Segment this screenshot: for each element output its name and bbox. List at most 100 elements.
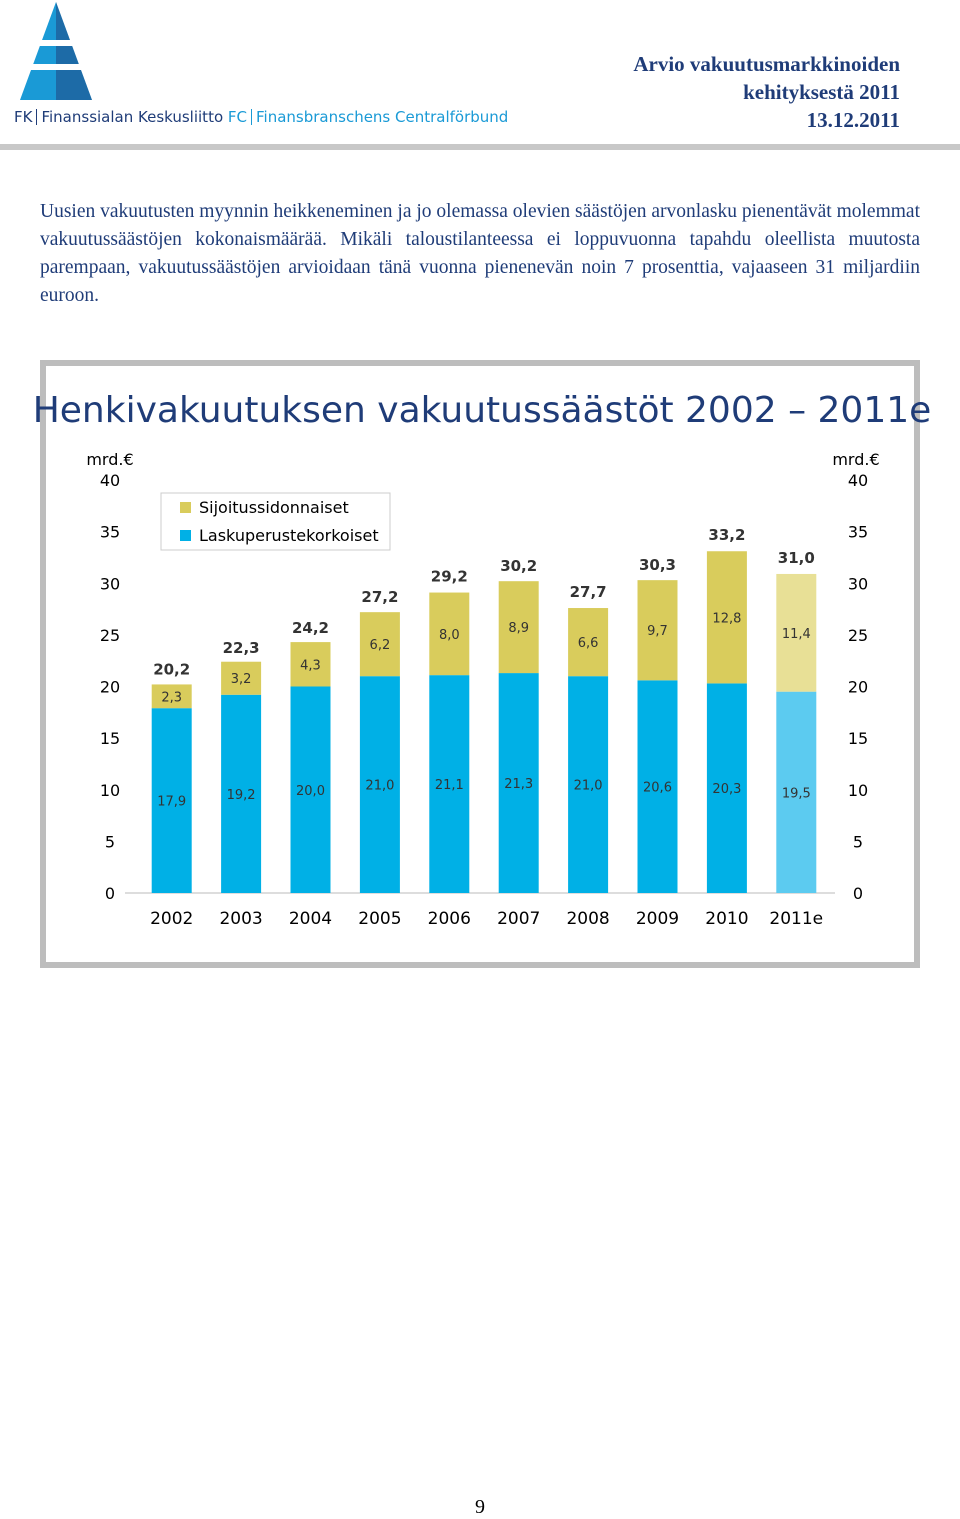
bar-segment <box>776 573 817 692</box>
x-tick-label: 2011e <box>769 909 823 929</box>
x-tick-label: 2006 <box>428 909 471 929</box>
value-label: 11,4 <box>782 627 811 642</box>
value-label: 4,3 <box>300 658 321 673</box>
value-label: 8,0 <box>439 628 460 643</box>
bar-segment <box>359 676 400 893</box>
total-label: 30,2 <box>500 557 537 575</box>
bar-segment <box>290 686 331 893</box>
value-label: 20,6 <box>643 781 672 796</box>
bar-segment <box>498 581 539 674</box>
rule <box>0 144 960 150</box>
org-name: Finansbranschens Centralförbund <box>256 108 509 126</box>
value-label: 21,0 <box>365 779 394 794</box>
y2-tick-label: 40 <box>848 471 868 490</box>
y2-tick-label: 5 <box>853 832 863 851</box>
legend-swatch <box>180 502 191 513</box>
x-tick-label: 2002 <box>150 909 193 929</box>
value-label: 21,0 <box>574 779 603 794</box>
y-tick-label: 40 <box>100 471 120 490</box>
value-label: 9,7 <box>647 624 668 639</box>
x-tick-label: 2008 <box>566 909 609 929</box>
y2-tick-label: 35 <box>848 523 868 542</box>
bar-segment <box>498 673 539 893</box>
bar-segment <box>151 684 192 709</box>
total-label: 22,3 <box>223 639 260 657</box>
value-label: 21,3 <box>504 777 533 792</box>
date: 13.12.2011 <box>806 108 900 132</box>
org-abbr: FC <box>227 108 248 126</box>
legend-label: Sijoitussidonnaiset <box>199 498 349 517</box>
chart: Henkivakuutuksen vakuutussäästöt 2002 – … <box>33 360 932 968</box>
total-label: 31,0 <box>778 549 815 567</box>
axis-label: mrd.€ <box>832 450 879 469</box>
bar-segment <box>568 608 609 677</box>
y2-tick-label: 25 <box>848 626 868 645</box>
value-label: 21,1 <box>435 778 464 793</box>
x-tick-label: 2010 <box>705 909 748 929</box>
doc-title: Arvio vakuutusmarkkinoiden kehityksestä 2… <box>633 50 900 134</box>
value-label: 2,3 <box>161 690 182 705</box>
y-tick-label: 0 <box>105 884 115 903</box>
bar-segment <box>568 676 609 893</box>
page-number: 9 <box>475 1496 485 1518</box>
x-tick-label: 2003 <box>219 909 262 929</box>
bar-segment <box>429 592 470 676</box>
value-label: 3,2 <box>231 672 252 687</box>
axis-label: mrd.€ <box>86 450 133 469</box>
bar-segment <box>706 551 747 684</box>
y-tick-label: 5 <box>105 832 115 851</box>
y-tick-label: 30 <box>100 574 120 593</box>
chart-title: Henkivakuutuksen vakuutussäästöt 2002 – … <box>33 390 932 431</box>
y2-tick-label: 10 <box>848 781 868 800</box>
legend <box>160 492 391 551</box>
x-tick-label: 2005 <box>358 909 401 929</box>
value-label: 20,0 <box>296 784 325 799</box>
total-label: 30,3 <box>639 556 676 574</box>
total-label: 27,7 <box>570 583 607 601</box>
value-label: 20,3 <box>712 782 741 797</box>
title-line: kehityksestä 2011 <box>743 80 900 104</box>
value-label: 6,2 <box>370 638 391 653</box>
total-label: 27,2 <box>361 588 398 606</box>
bar-segment <box>776 691 817 893</box>
value-label: 6,6 <box>578 636 599 651</box>
legend-swatch <box>180 530 191 541</box>
bar-segment <box>290 642 331 687</box>
org-abbr: FK <box>14 108 33 126</box>
bar-segment <box>706 683 747 893</box>
org-name: Finanssialan Keskusliitto <box>41 108 224 126</box>
y-tick-label: 35 <box>100 523 120 542</box>
y2-tick-label: 0 <box>853 884 863 903</box>
bar-segment <box>151 708 192 893</box>
bar-segment <box>429 675 470 893</box>
legend-label: Laskuperustekorkoiset <box>199 526 379 545</box>
logo <box>20 2 92 100</box>
total-label: 29,2 <box>431 568 468 586</box>
total-label: 33,2 <box>708 526 745 544</box>
bar-segment <box>221 694 262 893</box>
total-label: 24,2 <box>292 619 329 637</box>
value-label: 8,9 <box>508 621 529 636</box>
y-tick-label: 25 <box>100 626 120 645</box>
value-label: 17,9 <box>157 795 186 810</box>
value-label: 12,8 <box>712 611 741 626</box>
paragraph: Uusien vakuutusten myynnin heikkeneminen… <box>40 201 920 306</box>
y-tick-label: 20 <box>100 678 120 697</box>
y2-tick-label: 20 <box>848 678 868 697</box>
x-tick-label: 2004 <box>289 909 332 929</box>
value-label: 19,2 <box>227 788 256 803</box>
title-line: Arvio vakuutusmarkkinoiden <box>633 52 900 76</box>
bar-segment <box>221 661 262 695</box>
y-tick-label: 15 <box>100 729 120 748</box>
y-tick-label: 10 <box>100 781 120 800</box>
x-tick-label: 2007 <box>497 909 540 929</box>
x-tick-label: 2009 <box>636 909 679 929</box>
y2-tick-label: 15 <box>848 729 868 748</box>
bar-segment <box>359 612 400 677</box>
organization: FK Finanssialan Keskusliitto FC Finansbran… <box>14 108 508 126</box>
bar-segment <box>637 580 678 681</box>
value-label: 19,5 <box>782 786 811 801</box>
bar-segment <box>637 680 678 893</box>
total-label: 20,2 <box>153 660 190 678</box>
